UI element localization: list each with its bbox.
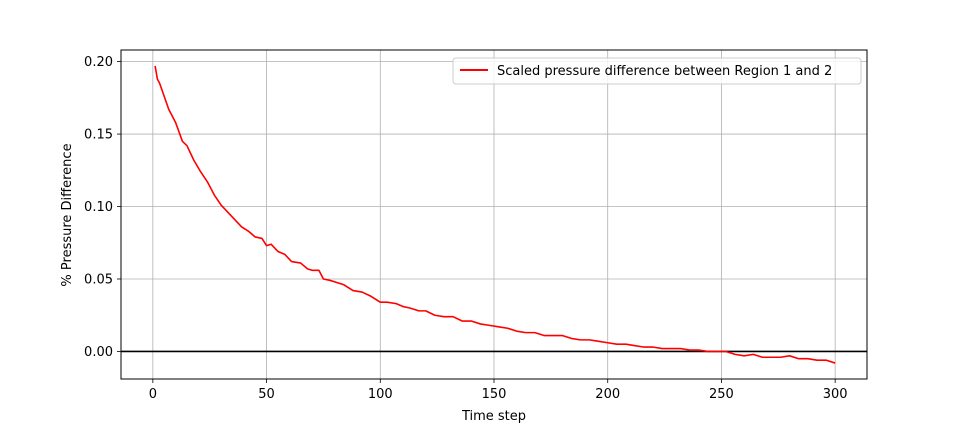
series-line <box>154 65 836 364</box>
x-tick-label: 250 <box>709 387 734 402</box>
y-axis-ticks: 0.00 0.05 0.10 0.15 0.20 <box>84 55 121 360</box>
y-tick-label: 0.10 <box>84 200 113 215</box>
x-tick-label: 200 <box>595 387 620 402</box>
x-axis-ticks: 0 50 100 150 200 250 300 <box>149 379 848 402</box>
x-tick-label: 50 <box>258 387 275 402</box>
x-tick-label: 300 <box>823 387 848 402</box>
x-tick-label: 100 <box>368 387 393 402</box>
y-tick-label: 0.05 <box>84 272 113 287</box>
y-tick-label: 0.20 <box>84 55 113 70</box>
y-tick-label: 0.15 <box>84 128 113 143</box>
x-tick-label: 150 <box>482 387 507 402</box>
legend-label: Scaled pressure difference between Regio… <box>497 64 832 79</box>
legend-box <box>452 57 862 85</box>
legend: Scaled pressure difference between Regio… <box>452 57 862 85</box>
y-tick-label: 0.00 <box>84 345 113 360</box>
x-axis-label: Time step <box>461 409 526 424</box>
series-group <box>154 65 836 364</box>
y-axis-label: % Pressure Difference <box>60 143 75 286</box>
x-tick-label: 0 <box>149 387 157 402</box>
